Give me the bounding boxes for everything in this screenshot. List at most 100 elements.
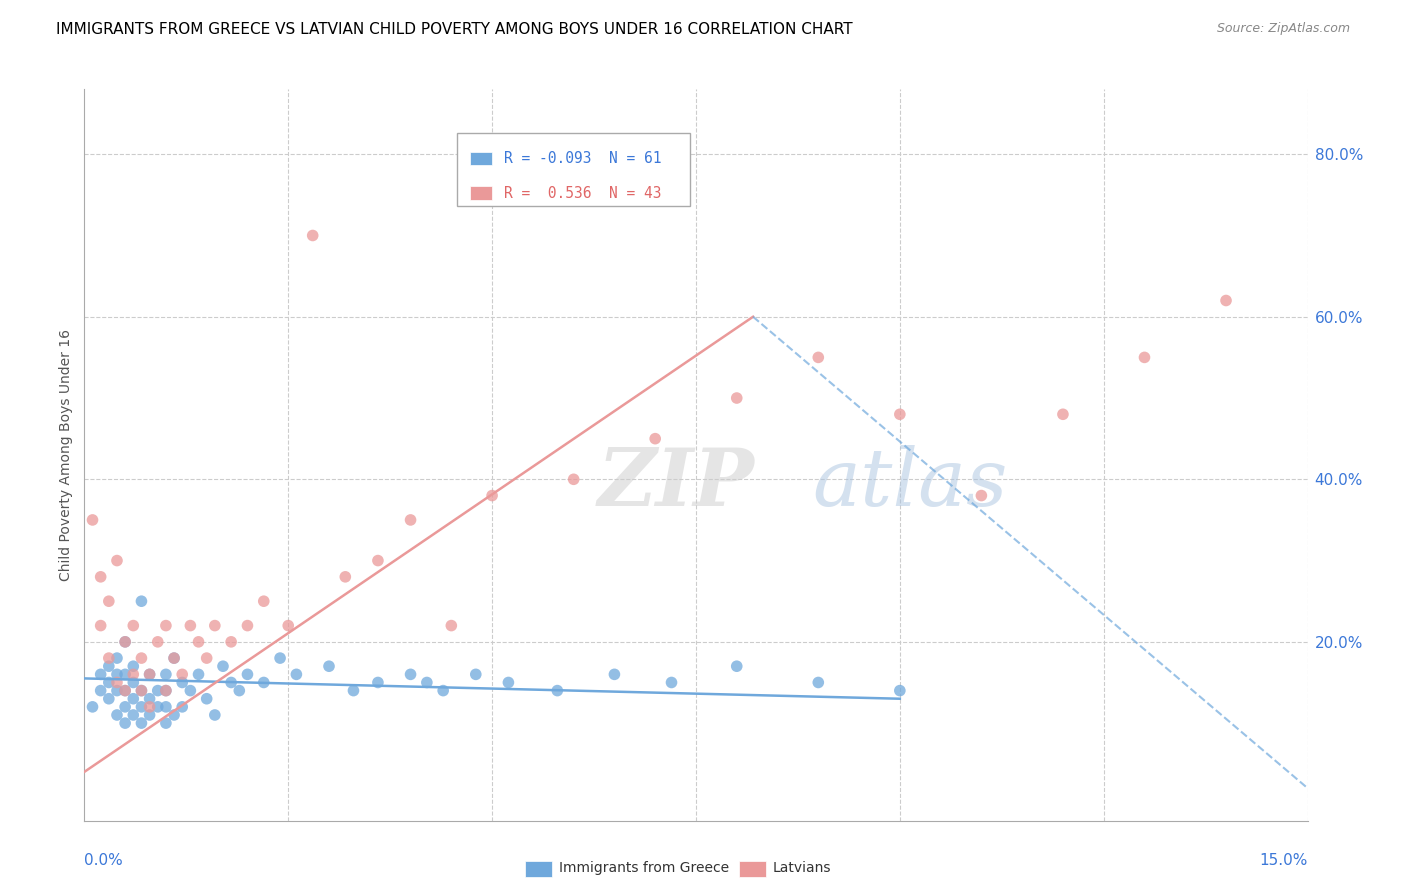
Point [195, 691, 218, 706]
Text: Source: ZipAtlas.com: Source: ZipAtlas.com [1216, 22, 1350, 36]
Point [399, 513, 422, 527]
Point [146, 635, 169, 649]
Point [131, 651, 153, 665]
Point [172, 667, 194, 681]
Point [138, 667, 160, 681]
Point [131, 594, 153, 608]
Point [498, 675, 520, 690]
Point [212, 659, 235, 673]
Point [138, 691, 160, 706]
Point [432, 683, 454, 698]
Point [1215, 293, 1237, 308]
Point [155, 667, 177, 681]
Point [1052, 407, 1074, 421]
Point [105, 708, 128, 723]
Text: IMMIGRANTS FROM GREECE VS LATVIAN CHILD POVERTY AMONG BOYS UNDER 16 CORRELATION : IMMIGRANTS FROM GREECE VS LATVIAN CHILD … [56, 22, 853, 37]
Point [179, 683, 201, 698]
Point [114, 683, 136, 698]
Point [105, 667, 128, 681]
Point [318, 659, 340, 673]
Point [807, 675, 830, 690]
Point [236, 618, 259, 632]
Point [725, 659, 748, 673]
Point [105, 675, 128, 690]
Point [122, 618, 145, 632]
Point [440, 618, 463, 632]
Point [155, 699, 177, 714]
Point [97, 691, 120, 706]
Point [269, 651, 291, 665]
Point [187, 667, 209, 681]
Point [105, 683, 128, 698]
Bar [470, 186, 492, 200]
Point [163, 651, 186, 665]
Text: R = -0.093  N = 61: R = -0.093 N = 61 [503, 151, 661, 166]
Y-axis label: Child Poverty Among Boys Under 16: Child Poverty Among Boys Under 16 [59, 329, 73, 581]
Point [285, 667, 308, 681]
Point [122, 675, 145, 690]
Point [367, 553, 389, 567]
Point [114, 667, 136, 681]
Point [725, 391, 748, 405]
Point [114, 716, 136, 731]
Point [179, 618, 201, 632]
Point [90, 618, 112, 632]
Point [335, 570, 357, 584]
Point [90, 667, 112, 681]
Point [603, 667, 626, 681]
Point [163, 651, 186, 665]
Point [114, 699, 136, 714]
Point [114, 683, 136, 698]
Point [97, 594, 120, 608]
Point [105, 651, 128, 665]
Bar [738, 861, 766, 877]
Point [204, 618, 226, 632]
Point [253, 594, 276, 608]
Point [204, 708, 226, 723]
Point [889, 683, 911, 698]
Point [195, 651, 218, 665]
Point [481, 489, 503, 503]
Point [219, 635, 242, 649]
Point [105, 553, 128, 567]
Point [97, 659, 120, 673]
Point [146, 683, 169, 698]
Point [131, 683, 153, 698]
FancyBboxPatch shape [457, 133, 690, 206]
Point [644, 432, 666, 446]
Point [807, 351, 830, 365]
Point [228, 683, 250, 698]
Text: atlas: atlas [813, 445, 1008, 523]
Point [187, 635, 209, 649]
Point [219, 675, 242, 690]
Point [82, 699, 104, 714]
Point [889, 407, 911, 421]
Text: Latvians: Latvians [773, 861, 831, 875]
Point [97, 651, 120, 665]
Point [661, 675, 683, 690]
Bar [470, 153, 492, 165]
Point [114, 635, 136, 649]
Point [277, 618, 299, 632]
Point [122, 659, 145, 673]
Point [131, 683, 153, 698]
Point [138, 667, 160, 681]
Point [155, 683, 177, 698]
Point [155, 618, 177, 632]
Point [122, 691, 145, 706]
Point [1133, 351, 1156, 365]
Point [155, 716, 177, 731]
Point [114, 635, 136, 649]
Text: R =  0.536  N = 43: R = 0.536 N = 43 [503, 186, 661, 201]
Point [464, 667, 486, 681]
Bar [524, 861, 551, 877]
Point [236, 667, 259, 681]
Point [155, 683, 177, 698]
Point [138, 699, 160, 714]
Point [399, 667, 422, 681]
Point [546, 683, 568, 698]
Point [253, 675, 276, 690]
Point [122, 708, 145, 723]
Point [97, 675, 120, 690]
Text: 15.0%: 15.0% [1260, 853, 1308, 868]
